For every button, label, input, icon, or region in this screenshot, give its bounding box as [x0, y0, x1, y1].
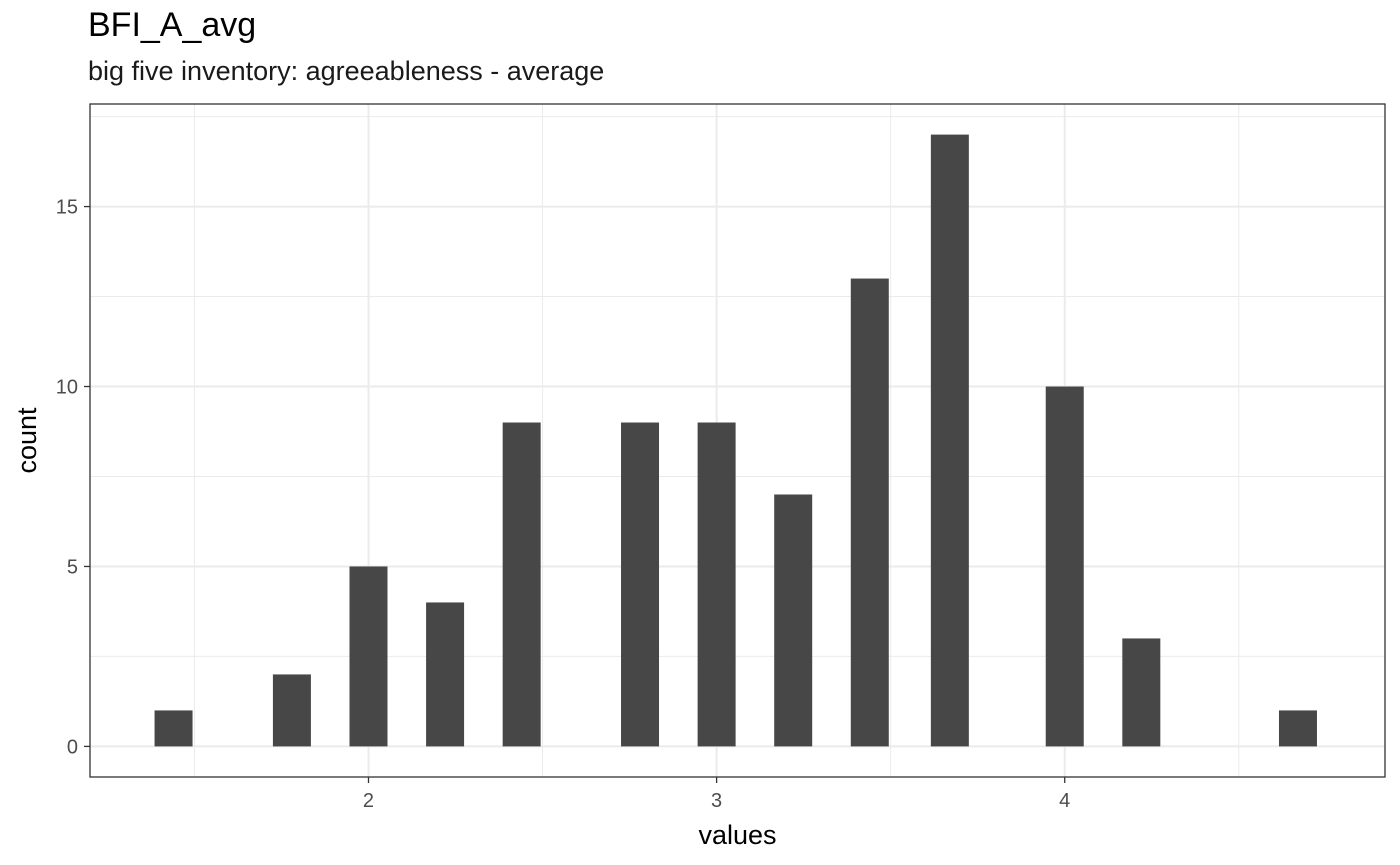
x-tick-label: 2: [363, 790, 374, 812]
chart-title: BFI_A_avg: [88, 6, 257, 44]
y-axis-ticks: 0 5 10 15: [56, 197, 90, 758]
minor-gridlines: [90, 104, 1385, 777]
x-tick-label: 3: [711, 790, 722, 812]
bar: [1122, 638, 1161, 747]
x-axis-title: values: [698, 820, 776, 850]
bar: [502, 422, 541, 747]
panel-border: [89, 103, 1386, 778]
y-tick-label: 0: [67, 736, 78, 758]
x-axis-ticks: 2 3 4: [363, 777, 1070, 812]
y-tick-label: 10: [56, 377, 78, 399]
bar: [426, 602, 465, 747]
bar: [1278, 710, 1317, 747]
bar: [774, 494, 813, 747]
y-axis-title: count: [12, 407, 42, 474]
y-tick-label: 15: [56, 197, 78, 219]
bar: [850, 278, 889, 747]
bar: [272, 674, 311, 747]
x-tick-label: 4: [1059, 790, 1070, 812]
bar: [930, 134, 969, 747]
bar: [1045, 386, 1084, 747]
bar: [154, 710, 193, 747]
bars: [154, 134, 1317, 747]
y-tick-label: 5: [67, 556, 78, 578]
bar: [349, 566, 388, 747]
chart-subtitle: big five inventory: agreeableness - aver…: [88, 56, 605, 86]
bar: [697, 422, 736, 747]
bar: [621, 422, 660, 747]
